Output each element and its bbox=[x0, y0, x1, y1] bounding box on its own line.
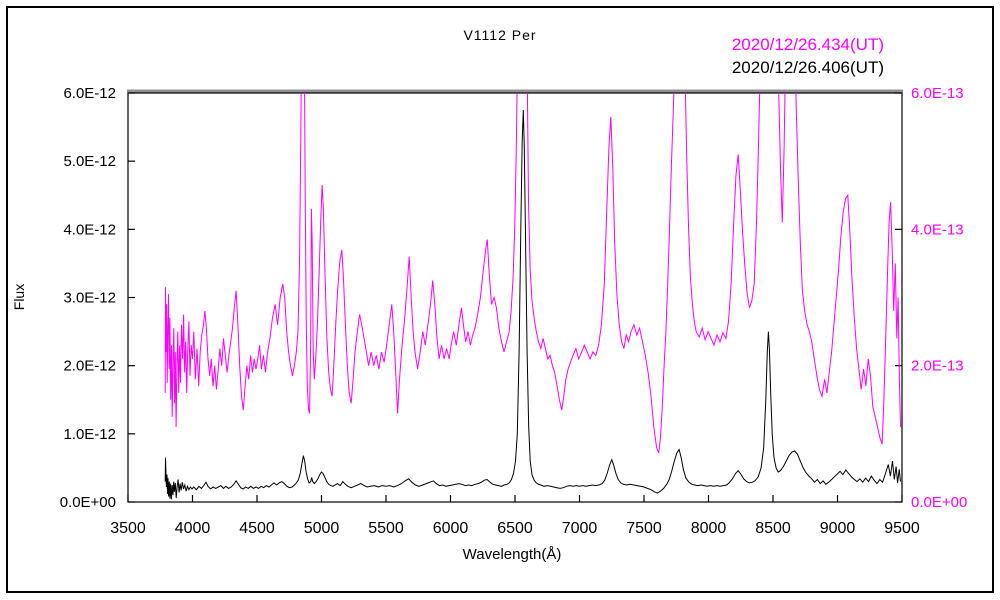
spectrum-line-black bbox=[164, 109, 901, 500]
x-tick-label: 8000 bbox=[691, 520, 727, 537]
chart-title: V1112 Per bbox=[463, 27, 537, 43]
x-tick-label: 4500 bbox=[239, 520, 275, 537]
y-right-tick-label: 6.0E-13 bbox=[911, 85, 964, 102]
legend-series-black: 2020/12/26.406(UT) bbox=[731, 58, 884, 77]
x-tick-label: 8500 bbox=[755, 520, 791, 537]
legend: 2020/12/26.434(UT) 2020/12/26.406(UT) bbox=[732, 33, 884, 79]
y-left-tick-label: 6.0E-12 bbox=[63, 85, 116, 102]
x-tick-label: 6000 bbox=[433, 520, 469, 537]
spectrum-line-magenta bbox=[164, 93, 901, 454]
y-left-tick-label: 1.0E-12 bbox=[63, 426, 116, 443]
x-tick-label: 5500 bbox=[368, 520, 404, 537]
x-tick-label: 6500 bbox=[497, 520, 533, 537]
y-right-tick-label: 4.0E-13 bbox=[911, 221, 964, 238]
x-tick-label: 7000 bbox=[562, 520, 598, 537]
y-left-tick-label: 5.0E-12 bbox=[63, 153, 116, 170]
x-tick-label: 9000 bbox=[820, 520, 856, 537]
y-axis-title: Flux bbox=[11, 283, 27, 311]
x-tick-label: 3500 bbox=[110, 520, 146, 537]
x-tick-label: 4000 bbox=[175, 520, 211, 537]
y-left-tick-label: 2.0E-12 bbox=[63, 358, 116, 375]
y-left-tick-label: 4.0E-12 bbox=[63, 221, 116, 238]
x-tick-label: 5000 bbox=[304, 520, 340, 537]
y-left-tick-label: 0.0E+00 bbox=[60, 494, 116, 511]
y-right-tick-label: 2.0E-13 bbox=[911, 358, 964, 375]
y-left-tick-label: 3.0E-12 bbox=[63, 290, 116, 307]
x-tick-label: 7500 bbox=[626, 520, 662, 537]
x-tick-label: 9500 bbox=[884, 520, 920, 537]
legend-series-magenta: 2020/12/26.434(UT) bbox=[731, 35, 884, 54]
plot-frame bbox=[127, 92, 903, 503]
y-right-tick-label: 0.0E+00 bbox=[911, 494, 967, 511]
x-axis-title: Wavelength(Å) bbox=[462, 546, 562, 563]
